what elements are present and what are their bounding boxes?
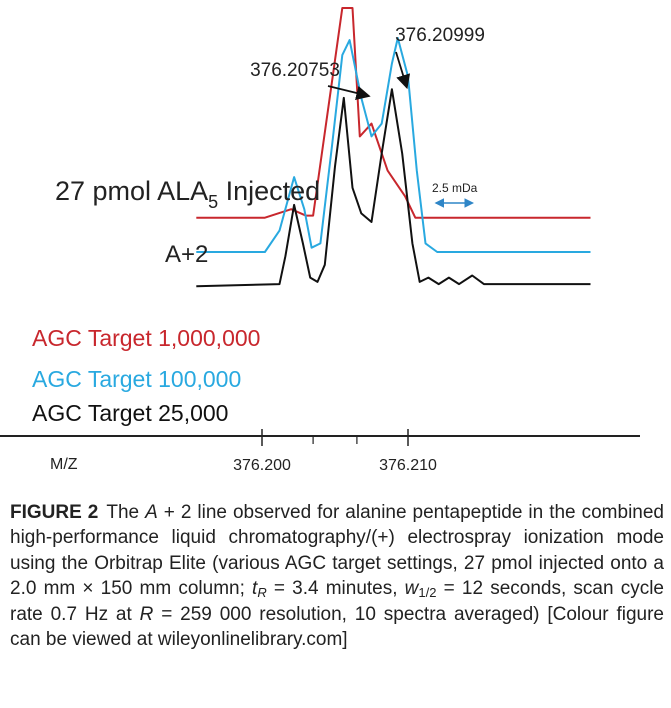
- x-axis-label: M/Z: [50, 456, 78, 473]
- x-tick-label: 376.200: [233, 457, 291, 474]
- caption-text-3: = 3.4 minutes,: [266, 578, 405, 600]
- caption-tr-subscript: R: [257, 585, 267, 601]
- series-line-2: [196, 37, 591, 253]
- x-tick-label: 376.210: [379, 457, 437, 474]
- peak-annotation-label: 376.20999: [395, 25, 485, 46]
- series-layer: [196, 7, 591, 288]
- caption-r-symbol: R: [139, 603, 154, 625]
- caption-a-italic: A: [145, 502, 158, 523]
- chart-subtitle: A+2: [165, 241, 208, 268]
- peak-annotation-arrow: [395, 51, 411, 90]
- spectrum-chart: 376.200 376.210 M/Z 27 pmol ALA5 Injected…: [0, 7, 640, 474]
- legend-entry-100k: AGC Target 100,000: [32, 366, 241, 392]
- chart-svg: 376.200 376.210 M/Z 27 pmol ALA5 Injected…: [0, 7, 640, 474]
- chart-title-main: 27 pmol ALA: [55, 176, 208, 206]
- chart-title-suffix: Injected: [218, 176, 320, 206]
- series-line-3: [196, 88, 591, 288]
- legend-entry-25k: AGC Target 25,000: [32, 400, 228, 426]
- caption-text-2: + 2 line observed for alanine pentapepti…: [10, 502, 664, 600]
- caption-tr-symbol: t: [252, 578, 258, 600]
- peak-annotation-label: 376.20753: [250, 60, 340, 81]
- caption-text-4: = 12 seconds, scan cycle rate 0.7 Hz at: [10, 578, 664, 625]
- caption-w-subscript: 1/2: [418, 585, 437, 601]
- peak-annotation-arrow: [327, 85, 371, 101]
- caption-w-symbol: w: [404, 578, 419, 600]
- x-tick-layer: 376.200 376.210: [233, 429, 437, 474]
- chart-title: 27 pmol ALA5 Injected: [55, 176, 320, 212]
- chart-title-subscript: 5: [208, 192, 218, 212]
- figure-caption: FIGURE 2 The A + 2 line observed for alan…: [10, 500, 664, 652]
- annotation-layer: 376.20753 376.20999: [250, 25, 485, 101]
- legend-entry-1m: AGC Target 1,000,000: [32, 325, 260, 351]
- caption-text-1: The: [106, 502, 146, 523]
- scale-marker-label: 2.5 mDa: [432, 181, 478, 195]
- caption-text-5: = 259 000 resolution, 10 spectra average…: [10, 603, 664, 651]
- figure-label: FIGURE 2: [10, 502, 99, 523]
